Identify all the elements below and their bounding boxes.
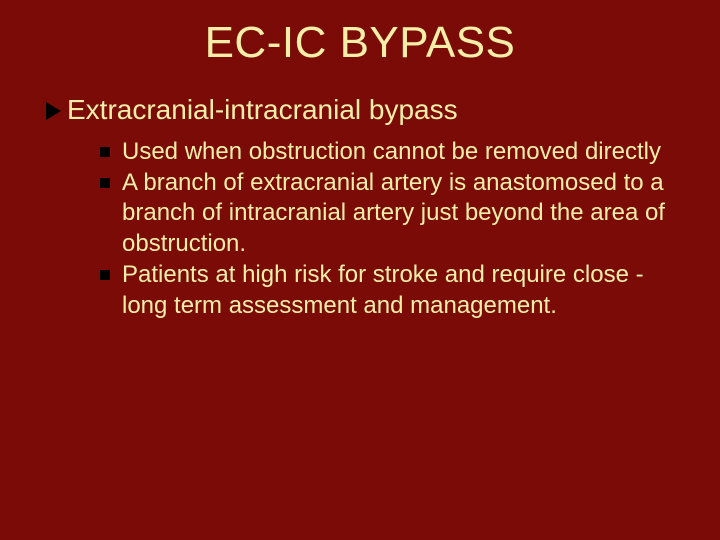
slide: EC-IC BYPASS Extracranial-intracranial b… bbox=[0, 0, 720, 540]
level1-point: Extracranial-intracranial bypass bbox=[40, 92, 680, 127]
bullet-text: Used when obstruction cannot be removed … bbox=[122, 138, 661, 165]
list-item: Used when obstruction cannot be removed … bbox=[100, 137, 680, 168]
bullet-list: Used when obstruction cannot be removed … bbox=[40, 137, 680, 321]
list-item: A branch of extracranial artery is anast… bbox=[100, 168, 680, 260]
bullet-text: Patients at high risk for stroke and req… bbox=[122, 261, 644, 319]
list-item: Patients at high risk for stroke and req… bbox=[100, 260, 680, 321]
bullet-text: A branch of extracranial artery is anast… bbox=[122, 169, 665, 257]
level1-text: Extracranial-intracranial bypass bbox=[67, 94, 458, 125]
triangle-icon bbox=[46, 102, 61, 120]
slide-title: EC-IC BYPASS bbox=[40, 18, 680, 68]
